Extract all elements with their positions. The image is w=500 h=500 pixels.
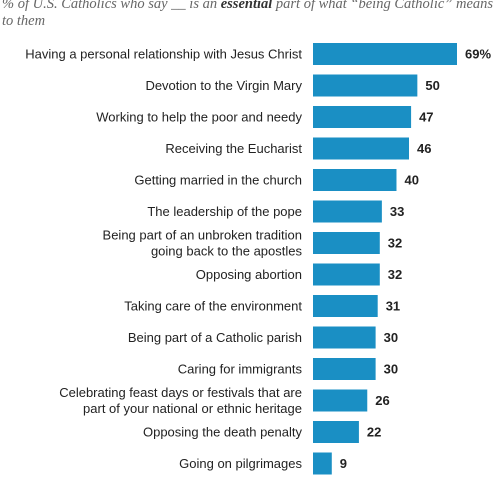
value-label-10: 30 xyxy=(384,362,398,377)
bar-12 xyxy=(313,421,359,443)
category-label-8: Taking care of the environment xyxy=(124,299,302,314)
bar-9 xyxy=(313,326,376,349)
bar-7 xyxy=(313,263,380,286)
value-label-13: 9 xyxy=(340,456,347,471)
value-label-3: 46 xyxy=(417,141,431,156)
value-label-0: 69% xyxy=(465,47,491,62)
bar-6 xyxy=(313,232,380,254)
value-label-7: 32 xyxy=(388,267,402,282)
category-label-11-line-0: Celebrating feast days or festivals that… xyxy=(59,385,302,400)
category-label-4: Getting married in the church xyxy=(134,173,302,188)
bar-0 xyxy=(313,43,457,65)
subtitle-emphasis: essential xyxy=(220,0,273,12)
category-label-11-line-1: part of your national or ethnic heritage xyxy=(83,401,302,416)
category-label-0: Having a personal relationship with Jesu… xyxy=(25,47,302,62)
subtitle-text-after: part of what “being Catholic” means to t… xyxy=(2,0,494,29)
value-label-6: 32 xyxy=(388,236,402,251)
value-label-11: 26 xyxy=(375,393,389,408)
bar-11 xyxy=(313,389,368,412)
category-label-10: Caring for immigrants xyxy=(178,362,303,377)
value-label-8: 31 xyxy=(386,299,400,314)
category-label-1: Devotion to the Virgin Mary xyxy=(145,78,302,93)
subtitle-text-before: % of U.S. Catholics who say __ is an xyxy=(2,0,221,12)
category-label-5: The leadership of the pope xyxy=(147,204,302,219)
value-label-9: 30 xyxy=(384,330,398,345)
value-label-12: 22 xyxy=(367,425,381,440)
category-label-7: Opposing abortion xyxy=(196,267,302,282)
category-label-13: Going on pilgrimages xyxy=(179,456,302,471)
category-label-3: Receiving the Eucharist xyxy=(165,141,302,156)
chart-subtitle: % of U.S. Catholics who say __ is an ess… xyxy=(2,0,500,30)
category-label-12: Opposing the death penalty xyxy=(143,425,303,440)
value-label-2: 47 xyxy=(419,110,433,125)
value-label-4: 40 xyxy=(404,173,418,188)
bar-4 xyxy=(313,169,397,191)
category-label-6-line-0: Being part of an unbroken tradition xyxy=(103,228,302,243)
bar-2 xyxy=(313,106,412,128)
value-label-5: 33 xyxy=(390,204,404,219)
value-label-1: 50 xyxy=(425,78,439,93)
bar-3 xyxy=(313,137,409,160)
bar-8 xyxy=(313,295,378,317)
bar-10 xyxy=(313,358,376,380)
category-label-2: Working to help the poor and needy xyxy=(96,110,302,125)
category-label-9: Being part of a Catholic parish xyxy=(128,330,302,345)
bar-5 xyxy=(313,200,382,223)
category-label-6-line-1: going back to the apostles xyxy=(151,244,303,259)
bar-1 xyxy=(313,74,418,97)
bar-13 xyxy=(313,452,332,475)
